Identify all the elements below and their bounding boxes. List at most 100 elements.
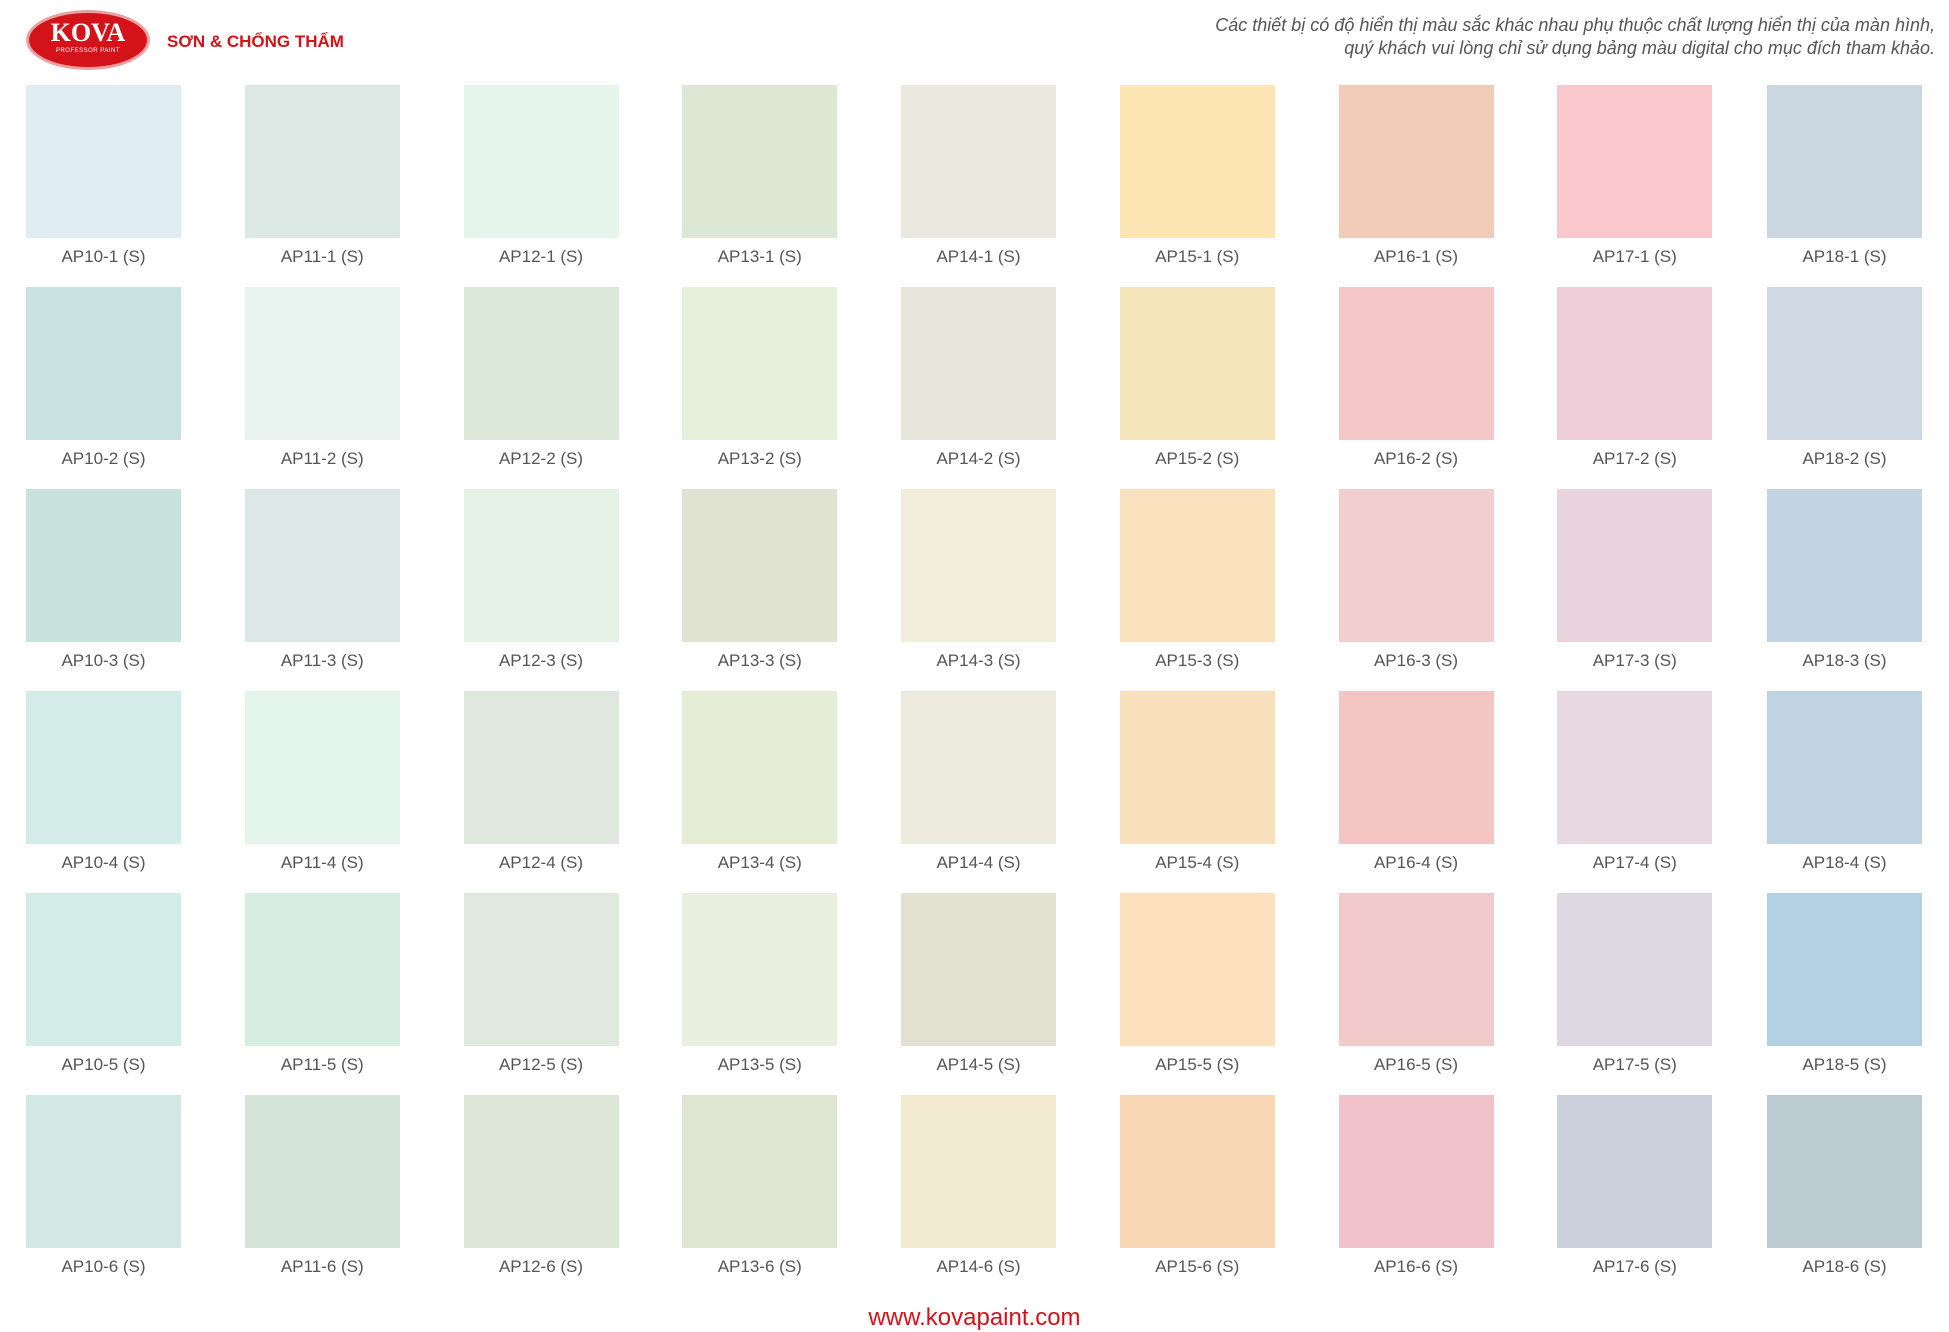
color-swatch[interactable] [1338,489,1494,642]
swatch-label: AP16-2 (S) [1373,449,1459,468]
color-swatch[interactable] [682,893,838,1046]
section-title: SƠN & CHỐNG THẤM [167,32,344,51]
disclaimer-line: Các thiết bị có độ hiển thị màu sắc khác… [1215,15,1935,35]
color-swatch[interactable] [26,287,181,440]
swatch-label: AP17-5 (S) [1592,1055,1677,1074]
color-swatch[interactable] [1767,287,1922,440]
color-swatch[interactable] [1119,287,1275,440]
swatch-label: AP14-2 (S) [936,449,1021,468]
color-swatch[interactable] [682,85,838,238]
color-swatch[interactable] [26,85,181,238]
color-swatch[interactable] [1119,489,1275,642]
color-swatch[interactable] [26,1095,181,1248]
swatch-label: AP12-6 (S) [498,1257,584,1276]
color-swatch[interactable] [901,1095,1056,1248]
color-swatch[interactable] [1338,287,1494,440]
swatch-label: AP17-3 (S) [1592,651,1677,670]
color-swatch[interactable] [1557,893,1713,1046]
disclaimer-line: quý khách vui lòng chỉ sử dụng bảng màu … [1344,38,1935,58]
color-swatch[interactable] [463,85,619,238]
swatch-label: AP15-4 (S) [1155,853,1240,872]
swatch-label: AP14-3 (S) [936,651,1021,670]
color-swatch[interactable] [1767,1095,1922,1248]
swatch-label: AP10-2 (S) [61,449,146,468]
color-swatch[interactable] [1557,489,1713,642]
color-swatch[interactable] [682,1095,838,1248]
color-swatch[interactable] [244,1095,400,1248]
color-swatch[interactable] [1557,691,1713,844]
logo-tagline: PROFESSOR PAINT [55,48,121,54]
swatch-label: AP17-1 (S) [1592,247,1677,266]
color-swatch[interactable] [1119,691,1275,844]
color-swatch[interactable] [682,287,838,440]
swatch-label: AP10-5 (S) [61,1055,146,1074]
swatch-label: AP18-4 (S) [1802,853,1887,872]
color-swatch[interactable] [901,85,1056,238]
swatch-label: AP15-5 (S) [1155,1055,1240,1074]
swatch-label: AP12-3 (S) [498,651,584,670]
footer-url[interactable]: www.kovapaint.com [868,1304,1081,1331]
swatch-label: AP14-4 (S) [936,853,1021,872]
color-swatch[interactable] [463,1095,619,1248]
color-swatch[interactable] [1338,691,1494,844]
swatch-label: AP18-2 (S) [1802,449,1887,468]
color-swatch[interactable] [1338,893,1494,1046]
swatch-label: AP13-6 (S) [717,1257,802,1276]
swatch-label: AP11-5 (S) [280,1055,364,1074]
color-swatch[interactable] [1767,893,1922,1046]
color-swatch[interactable] [26,691,181,844]
swatch-label: AP15-3 (S) [1155,651,1240,670]
swatch-label: AP14-1 (S) [936,247,1021,266]
color-swatch[interactable] [244,893,400,1046]
swatch-label: AP14-5 (S) [936,1055,1021,1074]
color-swatch[interactable] [26,489,181,642]
color-swatch[interactable] [463,287,619,440]
color-swatch[interactable] [1767,85,1922,238]
swatch-label: AP18-1 (S) [1802,247,1887,266]
color-swatch[interactable] [1338,1095,1494,1248]
color-swatch[interactable] [901,287,1056,440]
swatch-label: AP12-2 (S) [498,449,584,468]
color-swatch[interactable] [1557,85,1713,238]
swatch-label: AP15-6 (S) [1155,1257,1240,1276]
swatch-label: AP10-3 (S) [61,651,146,670]
color-swatch[interactable] [26,893,181,1046]
color-swatch[interactable] [901,691,1056,844]
color-swatch[interactable] [682,691,838,844]
color-swatch[interactable] [1119,85,1275,238]
swatch-label: AP12-1 (S) [498,247,584,266]
swatch-label: AP17-6 (S) [1592,1257,1677,1276]
color-swatch[interactable] [463,893,619,1046]
swatch-label: AP13-5 (S) [717,1055,802,1074]
color-swatch[interactable] [1557,287,1713,440]
color-swatch[interactable] [1119,1095,1275,1248]
color-swatch[interactable] [901,893,1056,1046]
color-swatch[interactable] [1557,1095,1713,1248]
color-swatch[interactable] [1767,489,1922,642]
disclaimer: Các thiết bị có độ hiển thị màu sắc khác… [1135,14,1935,60]
color-swatch[interactable] [1338,85,1494,238]
color-swatch[interactable] [1767,691,1922,844]
swatch-label: AP11-2 (S) [280,449,364,468]
swatch-label: AP14-6 (S) [936,1257,1021,1276]
color-swatch[interactable] [244,691,400,844]
swatch-label: AP10-1 (S) [61,247,146,266]
color-swatch[interactable] [901,489,1056,642]
color-swatch[interactable] [682,489,838,642]
swatch-label: AP12-5 (S) [498,1055,584,1074]
swatch-label: AP17-2 (S) [1592,449,1677,468]
color-swatch[interactable] [463,489,619,642]
color-swatch[interactable] [1119,893,1275,1046]
swatch-label: AP15-1 (S) [1155,247,1240,266]
color-swatch[interactable] [244,85,400,238]
color-swatch[interactable] [463,691,619,844]
swatch-label: AP17-4 (S) [1592,853,1677,872]
logo[interactable]: KOVA PROFESSOR PAINT [26,10,150,70]
swatch-label: AP16-4 (S) [1373,853,1459,872]
swatch-label: AP12-4 (S) [498,853,584,872]
swatch-label: AP10-4 (S) [61,853,146,872]
color-swatch[interactable] [244,489,400,642]
color-swatch[interactable] [244,287,400,440]
swatch-label: AP18-6 (S) [1802,1257,1887,1276]
